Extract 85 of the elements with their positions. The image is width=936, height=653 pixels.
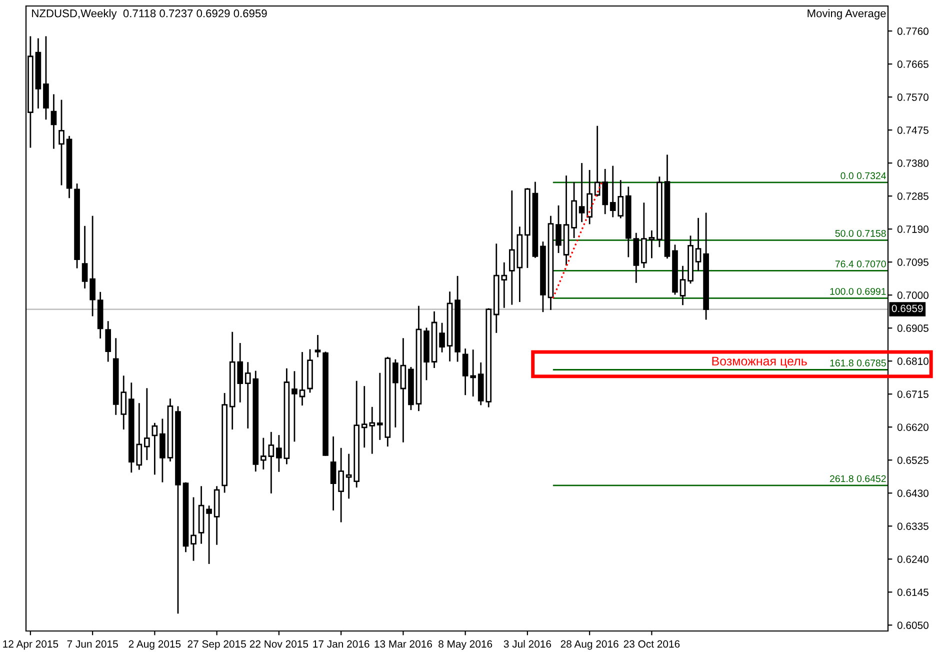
candlestick xyxy=(90,215,96,317)
x-tick-label: 8 May 2016 xyxy=(438,640,492,650)
y-tick-label: 0.6525 xyxy=(897,456,928,464)
y-tick-label: 0.7760 xyxy=(897,28,928,35)
candlestick xyxy=(509,190,515,306)
ref-line-label: 0.0 0.7324 xyxy=(840,172,886,180)
y-tick-label: 0.6145 xyxy=(897,588,928,596)
candlestick xyxy=(50,94,57,150)
y-tick-label: 0.6715 xyxy=(897,390,928,398)
candlestick xyxy=(516,226,523,303)
candlestick xyxy=(680,265,686,306)
candlestick xyxy=(35,38,42,110)
candlestick xyxy=(695,217,702,272)
candlestick xyxy=(160,418,166,483)
candlestick xyxy=(462,348,468,396)
candlestick xyxy=(400,337,406,444)
candlestick xyxy=(470,348,476,398)
candlestick xyxy=(416,305,422,412)
x-tick-label: 7 Jun 2015 xyxy=(67,640,118,648)
candlestick xyxy=(648,230,655,259)
y-tick-label: 0.7285 xyxy=(897,192,928,200)
x-tick-label: 2 Aug 2015 xyxy=(128,640,181,650)
candlestick xyxy=(586,169,592,225)
y-tick-label: 0.7665 xyxy=(897,60,928,68)
candlestick xyxy=(346,453,352,500)
y-tick-label: 0.7000 xyxy=(897,292,928,299)
candlestick xyxy=(198,485,204,544)
candlestick xyxy=(292,370,298,442)
candlestick xyxy=(82,225,88,290)
x-tick-label: 28 Aug 2016 xyxy=(560,640,618,650)
candlestick xyxy=(548,215,554,311)
x-tick-label: 23 Oct 2016 xyxy=(624,640,680,648)
y-tick-label: 0.7475 xyxy=(897,126,928,134)
x-tick-label: 17 Jan 2016 xyxy=(313,640,370,648)
candlestick xyxy=(625,186,632,258)
candlestick xyxy=(633,232,640,284)
y-tick-label: 0.6050 xyxy=(897,622,928,629)
candlestick xyxy=(563,174,570,266)
candlestick xyxy=(431,310,438,369)
x-tick-label: 3 Jul 2016 xyxy=(504,640,552,648)
candlestick xyxy=(260,437,266,470)
candlestick xyxy=(214,485,220,546)
annotation: Возможная цель xyxy=(712,356,807,368)
ref-line-label: 0.6959 xyxy=(892,304,923,312)
candlestick xyxy=(641,202,647,269)
ref-line-label: 76.4 0.7070 xyxy=(835,260,886,268)
y-tick-label: 0.6240 xyxy=(897,556,928,563)
candlestick xyxy=(571,181,577,239)
y-tick-label: 0.6905 xyxy=(897,324,928,332)
candlestick xyxy=(299,351,306,406)
candlestick xyxy=(284,368,290,465)
candlestick xyxy=(703,212,709,320)
candlestick xyxy=(105,320,112,362)
y-tick-label: 0.7380 xyxy=(897,160,928,167)
y-tick-label: 0.6620 xyxy=(897,424,928,431)
candlestick xyxy=(454,275,460,362)
y-tick-label: 0.7570 xyxy=(897,94,928,101)
candlestick xyxy=(190,496,196,562)
x-tick-label: 22 Nov 2015 xyxy=(250,640,308,648)
annotation: Moving Average xyxy=(808,9,886,20)
x-tick-label: 27 Sep 2015 xyxy=(188,640,246,650)
y-tick-label: 0.6430 xyxy=(897,490,928,497)
ref-line-label: 161.8 0.6785 xyxy=(830,360,886,366)
candlestick xyxy=(338,447,344,523)
y-tick-label: 0.7095 xyxy=(897,258,928,266)
candlestick xyxy=(43,36,49,120)
y-tick-label: 0.7190 xyxy=(897,226,928,233)
ref-line-label: 50.0 0.7158 xyxy=(835,230,886,237)
candlestick xyxy=(276,434,282,473)
candlestick xyxy=(330,436,336,512)
candlestick xyxy=(446,290,453,362)
candlestick xyxy=(354,380,360,488)
y-tick-label: 0.6810 xyxy=(897,358,928,365)
candlestick xyxy=(58,99,64,186)
y-tick-label: 0.6335 xyxy=(897,522,928,530)
candlestick xyxy=(97,291,104,340)
x-tick-label: 13 Mar 2016 xyxy=(374,640,432,648)
chart-title: NZDUSD,Weekly 0.7118 0.7237 0.6929 0.6959 xyxy=(32,9,267,20)
ref-line-label: 100.0 0.6991 xyxy=(830,288,886,295)
ref-line-label: 261.8 0.6452 xyxy=(830,475,886,482)
candlestick xyxy=(578,162,585,223)
candlestick xyxy=(222,392,228,494)
candlestick xyxy=(268,431,274,494)
x-tick-label: 12 Apr 2015 xyxy=(3,640,58,650)
candlestick xyxy=(144,387,150,461)
